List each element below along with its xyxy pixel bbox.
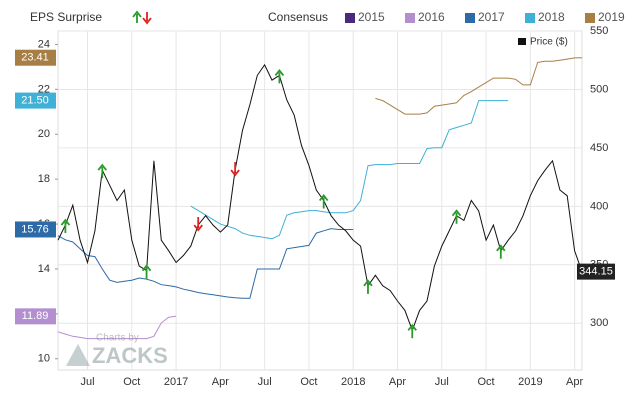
x-tick-label: Oct [123,376,140,388]
value-flag [15,221,56,238]
value-flag [15,49,56,66]
legend-label: 2018 [538,10,565,24]
price-line [57,63,583,332]
legend-down-arrow [142,12,152,25]
x-tick-label: Oct [300,376,317,388]
consensus-line [190,100,509,240]
eps-surprise-arrow [193,217,203,232]
y2-tick-label: 300 [590,317,608,329]
y2-tick-label: 550 [590,25,608,37]
y-tick-label: 18 [38,173,50,185]
x-tick-label: Apr [212,376,229,388]
eps-surprise-arrow [97,163,107,179]
legend-label: 2016 [418,10,445,24]
x-tick-label: Apr [389,376,406,388]
price-flag [577,263,615,280]
legend-label: 2015 [358,10,385,24]
legend-swatch [345,13,355,23]
legend-swatch [518,38,526,45]
eps-surprise-arrow [230,162,240,177]
eps-surprise-arrow [141,264,152,279]
legend-swatch [525,13,535,23]
y2-tick-label: 500 [590,83,608,95]
logo: Charts by ZACKS [66,333,168,368]
legend-swatch [465,13,475,23]
x-tick-label: Jul [258,376,272,388]
y-tick-label: 20 [38,128,50,140]
x-tick-label: Jul [435,376,449,388]
legend-label: 2017 [478,10,505,24]
eps-surprise-arrow [274,68,285,84]
eps-surprise-arrow [496,244,506,259]
value-flag-label: 15.76 [21,223,49,235]
value-flag-label: 11.89 [22,310,49,322]
legend-swatch [405,13,415,23]
eps-surprise-arrow [451,209,462,224]
y-tick-label: 10 [38,353,50,365]
y2-tick-label: 450 [590,142,608,154]
eps-surprise-arrow [407,323,417,339]
eps-surprise-arrow [60,218,71,234]
y-tick-label: 22 [38,83,50,95]
x-tick-label: Oct [477,376,494,388]
x-tick-label: 2018 [341,376,365,388]
consensus-line [57,315,177,340]
x-tick-label: 2019 [518,376,542,388]
eps-surprise-arrow [318,194,329,209]
value-flag [15,92,56,109]
price-flag-label: 344.15 [579,266,613,278]
y-tick-label: 24 [38,38,50,50]
y-tick-label: 14 [38,263,50,275]
logo-mark [66,344,90,366]
value-flag [15,308,56,325]
eps-surprise-arrow [363,279,373,294]
y2-tick-label: 400 [590,200,608,212]
legend-label: 2019 [598,10,625,24]
logo-name: ZACKS [92,343,168,368]
logo-top: Charts by [96,333,139,344]
value-flag-label: 21.50 [21,95,49,107]
x-tick-label: Apr [566,376,583,388]
consensus-line [375,57,583,115]
consensus-line [57,228,354,299]
value-flag-label: 23.41 [21,52,49,64]
eps-surprise-label: EPS Surprise [30,10,102,24]
legend-swatch [585,13,595,23]
legend-up-arrow [132,10,142,23]
consensus-label: Consensus [268,10,328,24]
x-tick-label: 2017 [164,376,188,388]
x-tick-label: Jul [80,376,94,388]
legend-label: Price ($) [530,37,568,48]
